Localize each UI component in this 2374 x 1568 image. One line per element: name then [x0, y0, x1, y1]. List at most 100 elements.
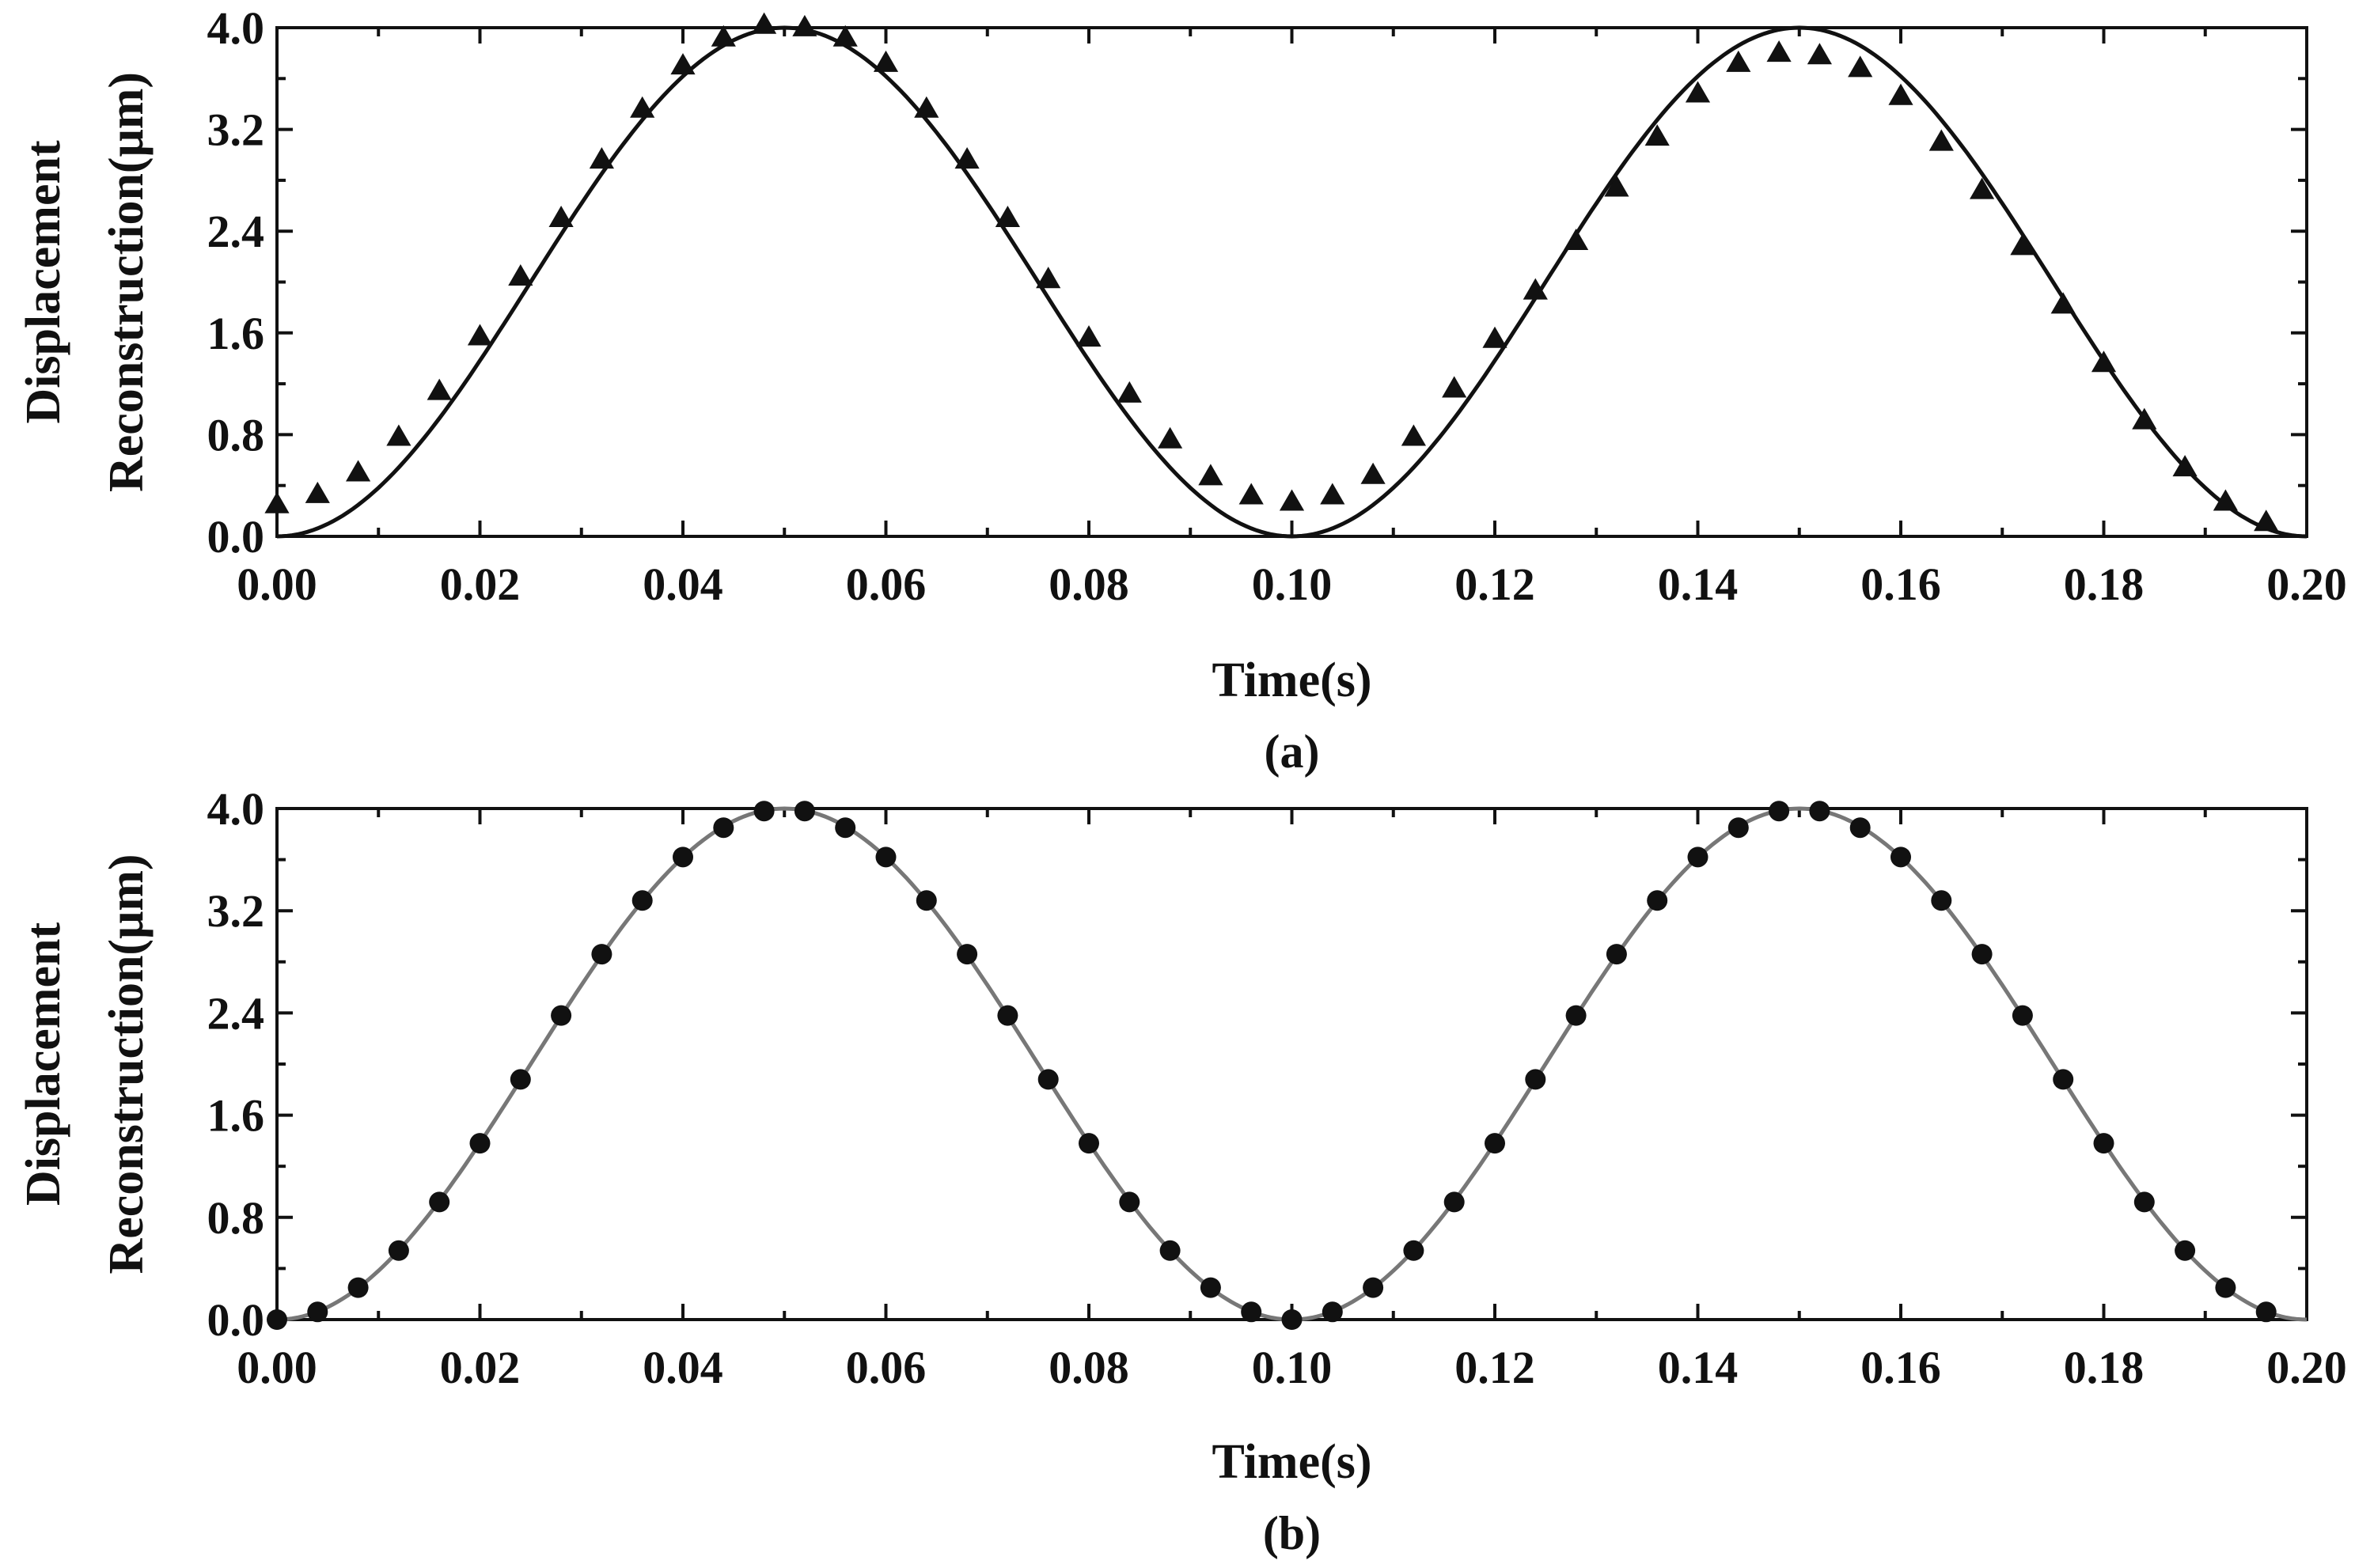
- panel-label: (b): [1263, 1507, 1321, 1559]
- triangle-marker: [1117, 381, 1142, 403]
- circle-marker: [510, 1069, 531, 1090]
- circle-marker: [997, 1005, 1018, 1026]
- circle-marker: [1159, 1240, 1181, 1261]
- circle-marker: [2133, 1191, 2155, 1213]
- triangle-marker: [305, 481, 330, 503]
- triangle-marker: [1726, 50, 1751, 72]
- circle-marker: [1322, 1301, 1343, 1323]
- y-tick-label: 3.2: [207, 885, 265, 937]
- y-tick-label: 1.6: [207, 308, 265, 359]
- circle-marker: [1525, 1069, 1546, 1090]
- triangle-marker: [386, 424, 411, 446]
- circle-marker: [916, 890, 937, 911]
- triangle-marker: [1644, 124, 1670, 146]
- x-axis-title: Time(s): [1212, 1435, 1371, 1489]
- triangle-marker: [548, 206, 574, 228]
- triangle-marker: [1036, 267, 1061, 289]
- circle-marker: [2215, 1277, 2236, 1298]
- triangle-marker: [1970, 177, 1995, 199]
- x-tick-label: 0.08: [1049, 1342, 1129, 1393]
- triangle-marker: [508, 263, 533, 286]
- triangle-marker: [954, 147, 980, 169]
- y-tick-label: 0.0: [207, 511, 265, 562]
- x-tick-label: 0.20: [2266, 559, 2347, 610]
- panel-label: (a): [1265, 725, 1320, 778]
- x-tick-label: 0.20: [2266, 1342, 2347, 1393]
- x-tick-label: 0.08: [1049, 559, 1129, 610]
- series-line-reference: [276, 806, 2308, 1322]
- x-tick-label: 0.10: [1252, 1342, 1333, 1393]
- triangle-marker: [873, 50, 899, 72]
- circle-marker: [1037, 1069, 1059, 1090]
- triangle-marker: [2254, 509, 2279, 532]
- circle-marker: [1971, 944, 1993, 965]
- triangle-marker: [2132, 407, 2157, 430]
- y-tick-label: 2.4: [207, 987, 265, 1039]
- triangle-marker: [346, 460, 371, 482]
- triangle-marker: [792, 14, 817, 36]
- y-tick-label: 4.0: [207, 2, 265, 54]
- y-axis-title-line1: Displacement: [17, 140, 70, 424]
- x-tick-label: 0.12: [1454, 559, 1535, 610]
- triangle-marker: [711, 25, 736, 47]
- circle-marker: [1809, 801, 1830, 822]
- x-tick-label: 0.14: [1658, 1342, 1739, 1393]
- circle-marker: [875, 846, 897, 868]
- circle-marker: [1769, 801, 1790, 822]
- triangle-marker: [1848, 55, 1873, 78]
- triangle-marker: [1198, 464, 1223, 486]
- x-tick-label: 0.06: [846, 1342, 927, 1393]
- y-tick-label: 4.0: [207, 783, 265, 835]
- triangle-marker: [1807, 43, 1832, 65]
- y-tick-label: 3.2: [207, 104, 265, 156]
- circle-marker: [307, 1301, 328, 1323]
- circle-marker: [1727, 817, 1749, 839]
- triangle-marker: [1523, 278, 1548, 300]
- x-tick-label: 0.18: [2064, 1342, 2145, 1393]
- triangle-marker: [1279, 489, 1305, 511]
- circle-marker: [1119, 1191, 1140, 1213]
- x-tick-label: 0.18: [2064, 559, 2145, 610]
- triangle-marker: [1076, 325, 1102, 347]
- circle-marker: [1687, 846, 1708, 868]
- circle-marker: [1443, 1191, 1465, 1213]
- triangle-marker: [1442, 376, 1467, 398]
- circle-marker: [2053, 1069, 2074, 1090]
- circle-marker: [347, 1277, 369, 1298]
- circle-marker: [1485, 1133, 1505, 1154]
- circle-marker: [388, 1240, 409, 1261]
- triangle-marker: [2010, 233, 2035, 256]
- triangle-marker: [589, 147, 614, 169]
- y-axis-title-line2: Reconstruction(μm): [100, 72, 154, 492]
- triangle-marker: [914, 96, 939, 118]
- circle-marker: [673, 846, 693, 868]
- triangle-marker: [1685, 81, 1711, 103]
- triangle-marker: [1238, 483, 1264, 505]
- circle-marker: [713, 817, 734, 839]
- circle-marker: [1606, 944, 1627, 965]
- triangle-marker: [2172, 455, 2198, 477]
- circle-marker: [469, 1133, 491, 1154]
- triangle-marker: [467, 324, 493, 346]
- series-line-reference: [276, 25, 2308, 539]
- circle-marker: [1200, 1277, 1221, 1298]
- circle-marker: [267, 1309, 287, 1330]
- panel-a: 0.00 0.02 0.04 0.06 0.08 0.10 0.12 0.14 0.16 0.18…: [17, 2, 2347, 778]
- y-tick-label: 2.4: [207, 206, 265, 257]
- triangle-marker: [264, 491, 290, 513]
- triangle-marker: [2091, 350, 2117, 373]
- plot-frame: [275, 26, 2308, 538]
- circle-marker: [1849, 817, 1871, 839]
- triangle-marker: [2213, 489, 2238, 511]
- triangle-marker: [1360, 462, 1386, 484]
- circle-marker: [753, 801, 775, 822]
- x-tick-label: 0.10: [1252, 559, 1333, 610]
- triangle-marker: [752, 12, 777, 34]
- y-tick-label: 0.8: [207, 1192, 265, 1244]
- triangle-marker: [832, 25, 858, 47]
- triangle-marker: [1401, 424, 1426, 446]
- y-tick-label: 0.0: [207, 1294, 265, 1346]
- circle-marker: [2175, 1240, 2196, 1261]
- x-tick-label: 0.06: [846, 559, 927, 610]
- circle-marker: [1079, 1133, 1099, 1154]
